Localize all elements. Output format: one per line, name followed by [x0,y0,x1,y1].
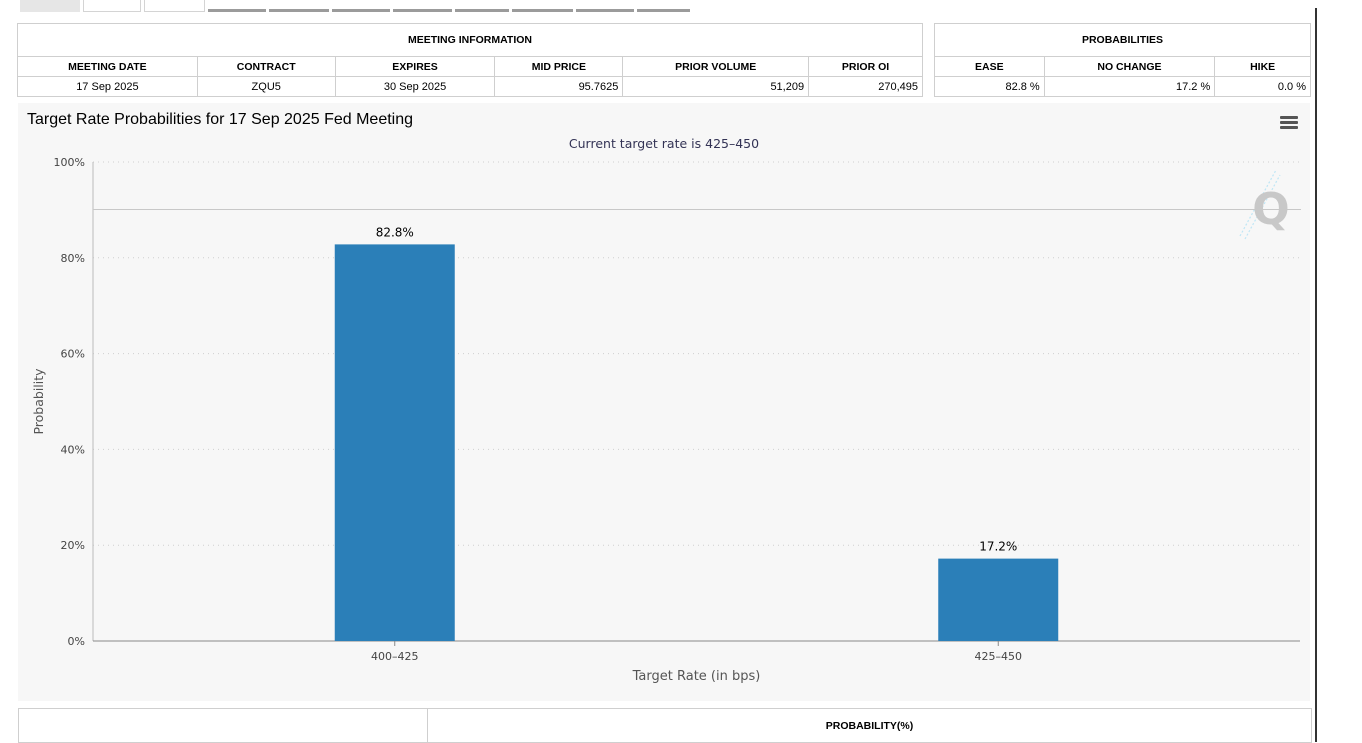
q-logo-icon: Q [1239,169,1290,240]
tab-4[interactable] [208,0,266,12]
tab-8[interactable] [455,0,509,12]
tab-11[interactable] [637,0,690,12]
tab-10[interactable] [576,0,634,12]
scroll-divider [1315,8,1317,742]
x-tick-label-425–450: 425–450 [975,650,1023,663]
bar-400–425 [334,244,455,641]
chart-title: Target Rate Probabilities for 17 Sep 202… [27,111,414,128]
y-axis-title: Probability [31,368,46,435]
tab-7[interactable] [393,0,452,12]
cell-expires: 30 Sep 2025 [334,76,496,97]
header-ease: EASE [934,56,1045,77]
cell-meeting-date: 17 Sep 2025 [17,76,198,97]
header-mid-price: MID PRICE [494,56,624,77]
y-tick-label-100: 100% [54,156,85,169]
tab-5[interactable] [269,0,329,12]
probability-table: PROBABILITY(%) [18,708,1312,743]
y-tick-label-40: 40% [61,443,85,456]
header-expires: EXPIRES [334,56,496,77]
header-prior-volume: PRIOR VOLUME [622,56,810,77]
chart-container: Target Rate Probabilities for 17 Sep 202… [18,103,1310,701]
y-tick-label-20: 20% [61,539,85,552]
header-no-change: NO CHANGE [1043,56,1216,77]
y-tick-label-80: 80% [61,252,85,265]
tab-1[interactable] [20,0,80,12]
header-meeting-date: MEETING DATE [17,56,198,77]
y-tick-label-0: 0% [68,635,85,648]
tab-9[interactable] [512,0,573,12]
y-tick-label-60: 60% [61,348,85,361]
hamburger-menu-icon[interactable] [1280,116,1298,130]
cell-ease: 82.8 % [934,76,1045,97]
bar-425–450 [938,558,1059,641]
cell-prior-volume: 51,209 [622,76,810,97]
cell-no-change: 17.2 % [1043,76,1216,97]
cell-contract: ZQU5 [196,76,336,97]
header-hike: HIKE [1214,56,1311,77]
meeting-info-table: MEETING INFORMATION MEETING DATE CONTRAC… [17,23,923,97]
header-prior-oi: PRIOR OI [808,56,923,77]
data-label-425–450: 17.2% [979,540,1017,554]
tab-2[interactable] [83,0,141,12]
meeting-info-group-header: MEETING INFORMATION [17,23,923,57]
header-contract: CONTRACT [196,56,336,77]
probabilities-table: PROBABILITIES EASE NO CHANGE HIKE 82.8 %… [934,23,1311,97]
tab-6[interactable] [332,0,390,12]
tab-3[interactable] [144,0,205,12]
x-tick-label-400–425: 400–425 [371,650,419,663]
chart-subtitle: Current target rate is 425–450 [568,136,760,151]
x-axis-title: Target Rate (in bps) [632,669,761,684]
cell-prior-oi: 270,495 [808,76,923,97]
bar-chart: Q 0% 20% 40% 60% 80% 100% 82.8% 400–425 17.2% 425… [31,156,1301,684]
cell-mid-price: 95.7625 [494,76,624,97]
probability-table-corner [18,708,428,743]
cell-hike: 0.0 % [1214,76,1311,97]
probabilities-group-header: PROBABILITIES [934,23,1311,57]
data-label-400–425: 82.8% [376,225,414,239]
probability-table-header: PROBABILITY(%) [427,708,1312,743]
